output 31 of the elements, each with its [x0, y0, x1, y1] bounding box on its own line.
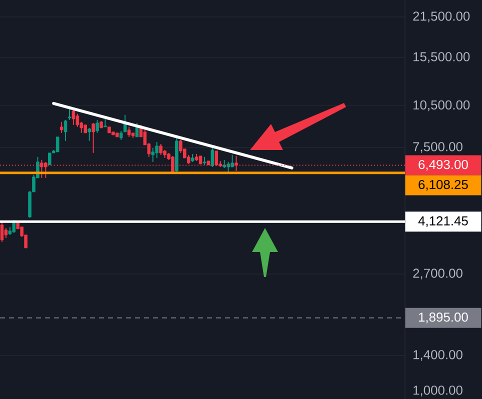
- candlestick: [12, 219, 16, 234]
- candlestick: [127, 126, 131, 138]
- candlestick: [159, 143, 162, 156]
- y-tick-label: 1,000.00: [414, 386, 462, 396]
- candlestick: [64, 119, 68, 142]
- candlestick: [226, 161, 230, 174]
- candlestick: [60, 121, 64, 134]
- candlestick: [76, 113, 80, 128]
- candlestick: [96, 119, 99, 134]
- y-tick-label: 7,500.00: [413, 142, 462, 153]
- ref-line-label: 4,121.45: [418, 216, 468, 227]
- candlestick: [230, 154, 234, 168]
- y-tick-label: 2,700.00: [413, 268, 462, 280]
- candlestick: [123, 114, 127, 132]
- candlestick: [4, 227, 8, 238]
- candlestick: [88, 127, 91, 142]
- y-tick-label: 1,400.00: [414, 350, 462, 361]
- candlestick: [48, 152, 52, 166]
- candlestick: [68, 107, 72, 120]
- candlestick: [119, 130, 123, 140]
- y-tick-label: 21,500.00: [413, 12, 470, 22]
- ref-line-label: 6,108.25: [418, 180, 468, 191]
- ref-line-label: 1,895.00: [418, 312, 468, 324]
- candlestick: [56, 136, 60, 152]
- y-tick-label: 15,500.00: [414, 52, 470, 63]
- candlestick: [0, 222, 4, 242]
- candlestick: [92, 122, 95, 154]
- candlestick: [155, 141, 158, 158]
- y-tick-label: 10,500.00: [414, 100, 470, 112]
- ref-line-label: 6,493.00: [418, 160, 468, 171]
- candlestick: [151, 147, 155, 162]
